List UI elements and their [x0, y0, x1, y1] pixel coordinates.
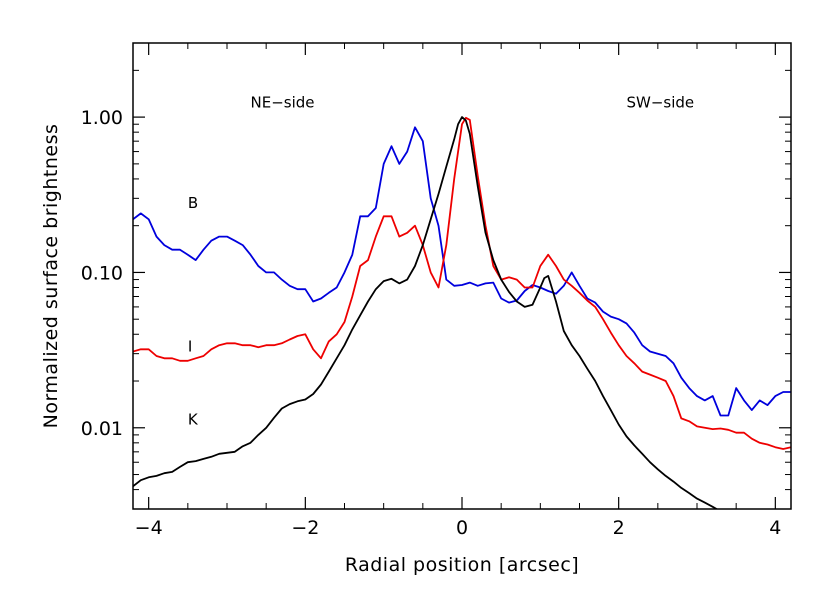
x-tick-label: 0: [456, 517, 468, 539]
annotation-layer: NE−side SW−side B I K: [188, 94, 694, 429]
x-tick-label: 2: [613, 517, 625, 539]
y-tick-label: 0.10: [81, 262, 123, 284]
y-axis-title: Normalized surface brightness: [40, 124, 62, 429]
x-axis-title: Radial position [arcsec]: [345, 554, 579, 576]
x-tick-label: 4: [769, 517, 781, 539]
series-line-i: [133, 116, 791, 450]
annotation-neside: NE−side: [251, 94, 315, 112]
x-tick-label: −4: [135, 517, 163, 539]
annotation-swside: SW−side: [627, 94, 695, 112]
annotation-k: K: [188, 410, 199, 428]
x-tick-label: −2: [291, 517, 319, 539]
y-tick-label: 0.01: [81, 418, 123, 440]
annotation-b: B: [188, 194, 198, 212]
series-line-k: [133, 116, 719, 509]
annotation-i: I: [188, 337, 192, 355]
series-line-b: [133, 126, 791, 417]
plot-frame: [132, 42, 792, 510]
y-tick-label: 1.00: [81, 107, 123, 129]
labels-layer: −4 −2 0 2 4 0.01 0.10 1.00: [81, 107, 782, 539]
ticks-layer: [133, 42, 791, 510]
series-layer: [133, 116, 791, 509]
